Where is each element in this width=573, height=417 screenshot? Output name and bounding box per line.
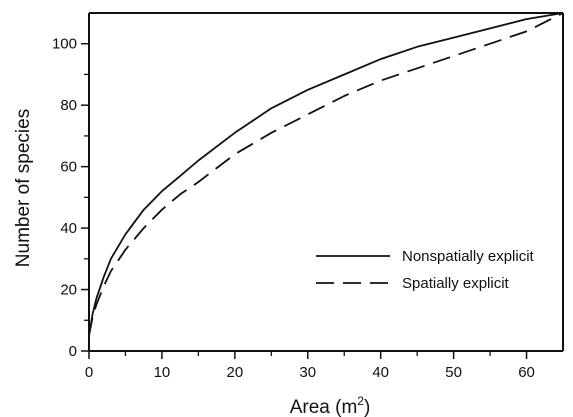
x-tick-label: 20 [227, 364, 244, 381]
y-tick-label: 100 [52, 36, 77, 53]
x-tick-label: 60 [518, 364, 535, 381]
y-tick-label: 60 [60, 159, 77, 176]
y-tick-label: 80 [60, 97, 77, 114]
y-tick-label: 40 [60, 220, 77, 237]
y-axis-ticks: 0 20 40 60 80 100 [52, 36, 89, 360]
x-tick-label: 50 [445, 364, 462, 381]
y-axis-label: Number of species [13, 109, 34, 267]
x-axis-label: Area (m2) [290, 394, 371, 417]
legend-label-spatially-explicit: Spatially explicit [402, 275, 510, 292]
series-layer [88, 12, 564, 336]
x-tick-label: 0 [85, 364, 93, 381]
x-tick-label: 40 [372, 364, 389, 381]
x-axis-label-main: Area (m [290, 397, 358, 417]
series-line-spatially-explicit [88, 12, 564, 336]
legend: Nonspatially explicit Spatially explicit [316, 248, 535, 292]
y-tick-label: 0 [69, 343, 77, 360]
legend-label-nonspatially-explicit: Nonspatially explicit [402, 248, 535, 265]
x-axis-ticks: 0 10 20 30 40 50 60 [85, 351, 535, 381]
series-line-nonspatially-explicit [88, 12, 564, 336]
x-axis-label-superscript: 2 [357, 394, 364, 408]
y-tick-label: 20 [60, 282, 77, 299]
x-tick-label: 30 [299, 364, 316, 381]
plot-frame [88, 12, 564, 352]
x-tick-label: 10 [154, 364, 171, 381]
x-axis-label-close: ) [364, 397, 370, 417]
